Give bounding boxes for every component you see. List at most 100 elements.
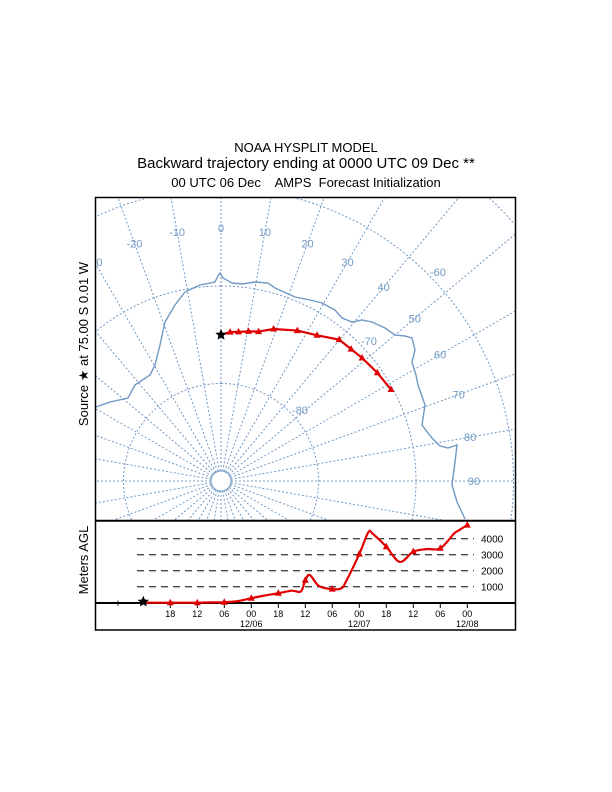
meridian-line xyxy=(96,264,217,473)
trajectory-marker xyxy=(235,327,243,335)
time-tick-label: 06 xyxy=(327,609,337,619)
height-tick-label: 3000 xyxy=(481,551,504,562)
meridian-line xyxy=(229,485,289,520)
time-tick-label: 00 xyxy=(462,609,472,619)
date-label: 12/06 xyxy=(240,619,263,629)
meridian-line xyxy=(228,487,268,520)
latitude-circle xyxy=(221,383,319,520)
date-label: 12/08 xyxy=(456,619,479,629)
height-tick-label: 2000 xyxy=(481,567,504,578)
time-tick-label: 00 xyxy=(354,609,364,619)
meridian-line xyxy=(198,489,217,520)
trajectory-marker xyxy=(358,353,366,361)
model-title: NOAA HYSPLIT MODEL xyxy=(234,140,378,155)
height-curve xyxy=(143,524,468,604)
height-marker xyxy=(355,550,363,557)
meridian-label: 60 xyxy=(434,350,446,362)
height-marker xyxy=(166,598,174,606)
trajectory-marker xyxy=(244,327,252,334)
meridian-line xyxy=(96,331,215,474)
meridian-label: 30 xyxy=(341,257,353,269)
height-source-star-icon xyxy=(137,595,150,607)
time-tick-label: 12 xyxy=(408,609,418,619)
height-marker xyxy=(409,547,417,555)
meridian-label: 20 xyxy=(301,238,313,250)
height-tick-label: 1000 xyxy=(481,583,504,594)
height-marker xyxy=(220,598,228,605)
meridian-line xyxy=(206,490,219,520)
time-tick-label: 06 xyxy=(435,609,445,619)
trajectory-title: Backward trajectory ending at 0000 UTC 0… xyxy=(137,155,475,172)
latitude-label: -60 xyxy=(430,267,446,279)
time-tick-label: 18 xyxy=(273,609,283,619)
time-tick-label: 18 xyxy=(165,609,175,619)
height-tick-label: 4000 xyxy=(481,535,504,546)
map-grid: -30 -20 -10 0 10 20 30 40 50 60 70 80 90 -80 -70 -60 xyxy=(87,198,515,520)
meridian-line xyxy=(223,198,325,472)
pole-circle xyxy=(210,470,232,492)
trajectory-marker xyxy=(226,328,234,335)
initialization-subtitle: 00 UTC 06 Dec AMPS Forecast Initializati… xyxy=(171,175,441,190)
meridian-line xyxy=(227,198,459,474)
height-axis-label: Meters AGL xyxy=(76,526,91,595)
meridian-line xyxy=(227,488,255,520)
meridian-label: -10 xyxy=(169,227,185,239)
meridian-line xyxy=(230,373,515,479)
latitude-label: -70 xyxy=(361,336,377,348)
meridian-line xyxy=(225,489,244,520)
meridian-line xyxy=(153,485,213,520)
meridian-line xyxy=(96,482,212,504)
meridian-label: 50 xyxy=(409,313,421,325)
height-panel-frame xyxy=(94,520,517,631)
trajectory-line xyxy=(215,324,395,392)
height-marker xyxy=(463,521,471,528)
height-marker xyxy=(382,542,390,550)
height-marker xyxy=(193,598,201,606)
trajectory-marker xyxy=(335,335,343,343)
meridian-line xyxy=(174,487,214,520)
meridian-label: -30 xyxy=(87,257,103,269)
height-marker xyxy=(247,594,255,601)
meridian-label: 10 xyxy=(259,227,271,239)
start-plus-icon: + xyxy=(115,598,121,610)
trajectory-marker xyxy=(313,331,321,338)
meridian-line xyxy=(225,198,385,473)
meridian-line xyxy=(96,408,213,477)
meridian-line xyxy=(223,490,236,520)
meridian-label: -20 xyxy=(127,238,143,250)
trajectory-marker xyxy=(255,327,263,335)
meridian-line xyxy=(117,198,219,472)
latitude-circle xyxy=(296,198,514,520)
meridian-label: 0 xyxy=(218,223,224,235)
date-label: 12/07 xyxy=(348,619,371,629)
meridian-label: 70 xyxy=(453,389,465,401)
meridian-line xyxy=(213,490,220,520)
meridian-line xyxy=(230,428,515,480)
source-star-icon xyxy=(215,328,227,340)
trajectory-marker xyxy=(347,345,355,352)
height-marker xyxy=(436,544,444,551)
meridian-line xyxy=(230,482,443,520)
latitude-circle xyxy=(96,285,221,331)
meridian-line xyxy=(96,375,214,475)
height-series xyxy=(137,521,471,607)
time-tick-label: 12 xyxy=(192,609,202,619)
antarctic-coastline xyxy=(96,271,466,520)
latitude-circle xyxy=(489,198,514,223)
latitude-label: -80 xyxy=(292,405,308,417)
source-label: Source ★ at 75.00 S 0.01 W xyxy=(76,261,91,426)
time-tick-label: 18 xyxy=(381,609,391,619)
trajectory-marker xyxy=(373,368,381,376)
trajectory-marker xyxy=(387,385,395,392)
meridian-line xyxy=(113,483,212,520)
latitude-circle xyxy=(221,285,417,520)
meridian-label: 80 xyxy=(464,432,476,444)
meridian-line xyxy=(222,490,229,520)
time-tick-label: 12 xyxy=(300,609,310,619)
latitude-circle xyxy=(123,383,221,520)
meridian-label: 90 xyxy=(468,476,480,488)
height-marker xyxy=(328,585,336,592)
height-marker xyxy=(274,589,282,596)
